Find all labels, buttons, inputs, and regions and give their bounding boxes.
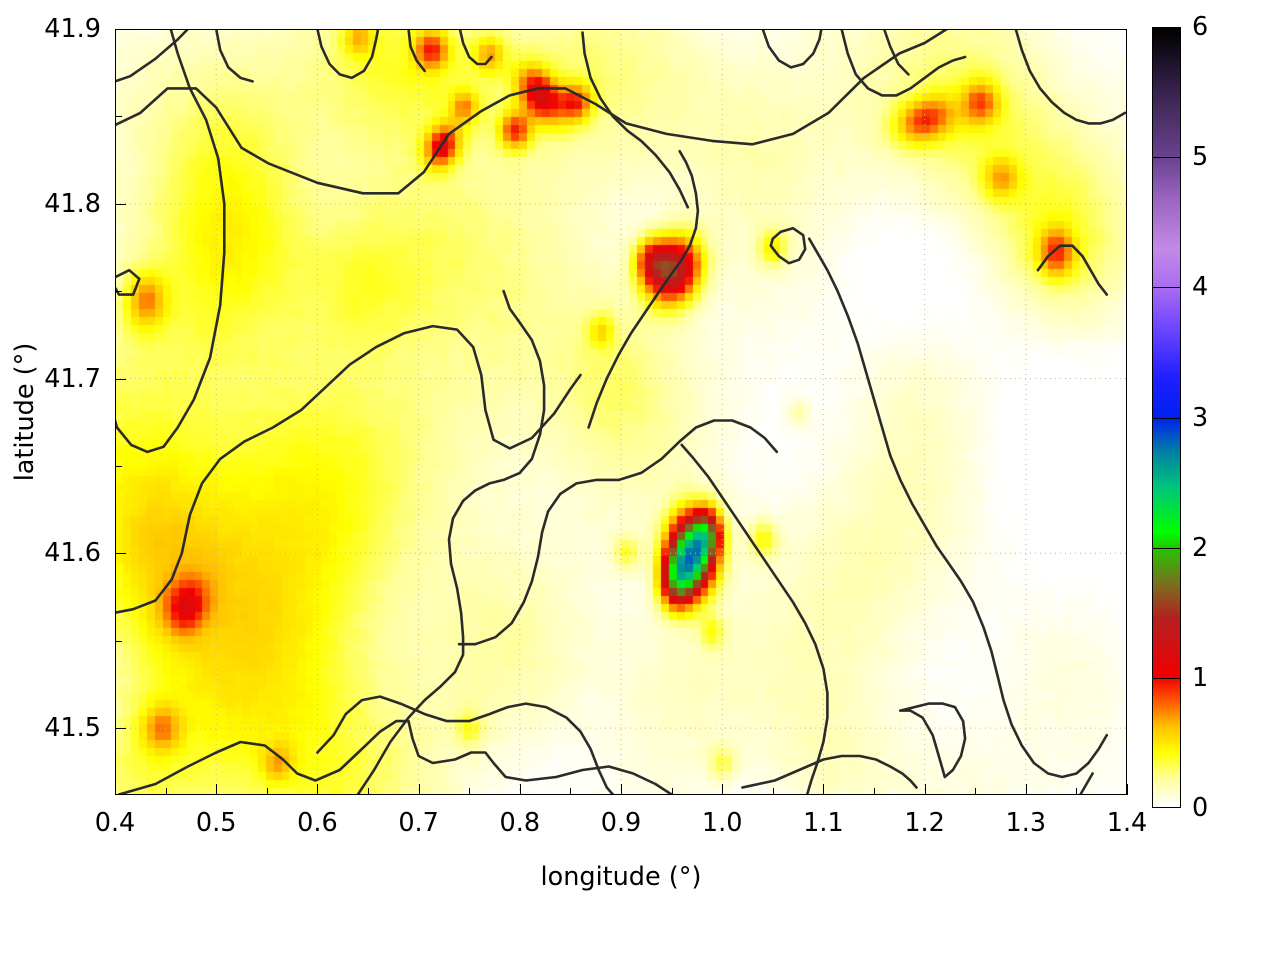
x-tick-major: [418, 784, 420, 795]
x-tick-minor: [469, 788, 471, 795]
y-tick-major: [115, 203, 126, 205]
x-tick-minor: [368, 788, 369, 795]
x-tick-label: 0.8: [499, 808, 541, 838]
x-tick-minor: [1076, 788, 1078, 795]
colorbar-tick-label: 6: [1192, 12, 1209, 42]
y-tick-major: [115, 728, 126, 730]
y-tick-label: 41.8: [44, 188, 101, 219]
x-tick-major: [115, 784, 116, 795]
colorbar-tick-label: 3: [1192, 402, 1209, 433]
x-tick-major: [924, 784, 926, 795]
x-tick-major: [722, 784, 724, 795]
x-tick-label: 0.5: [195, 808, 237, 838]
x-tick-label: 1.2: [904, 808, 945, 838]
y-tick-label: 41.5: [44, 713, 101, 744]
x-tick-label: 0.4: [94, 808, 136, 838]
y-tick-label: 41.7: [44, 363, 101, 394]
y-tick-minor: [115, 116, 122, 118]
x-axis-title: longitude (°): [540, 862, 702, 892]
coastline-contours: [115, 29, 1127, 795]
colorbar-tick-label: 5: [1192, 142, 1209, 173]
heatmap-plot-area: [115, 29, 1127, 795]
y-axis-title: latitude (°): [10, 342, 40, 482]
colorbar-tick: [1152, 547, 1181, 549]
y-tick-minor: [115, 291, 122, 293]
y-tick-label: 41.9: [44, 14, 101, 44]
colorbar-tick: [1152, 287, 1181, 289]
x-tick-label: 0.6: [297, 808, 338, 838]
x-tick-major: [1025, 784, 1027, 795]
x-tick-minor: [671, 788, 673, 795]
y-tick-label: 41.6: [44, 538, 101, 569]
x-tick-label: 1.4: [1106, 808, 1148, 838]
x-tick-major: [823, 784, 825, 795]
colorbar-tick: [1152, 677, 1181, 679]
colorbar-tick: [1152, 417, 1181, 419]
y-tick-major: [115, 29, 126, 30]
x-tick-label: 1.1: [803, 808, 844, 838]
gridlines: [115, 29, 1127, 795]
tke-heatmap-canvas: [115, 29, 1127, 795]
x-tick-major: [216, 784, 218, 795]
colorbar-tick-label: 4: [1192, 272, 1209, 303]
x-tick-major: [621, 784, 622, 795]
x-tick-minor: [570, 788, 572, 795]
x-tick-minor: [165, 788, 167, 795]
x-tick-minor: [975, 788, 977, 795]
colorbar-tick: [1152, 157, 1181, 159]
colorbar-tick-label: 2: [1192, 532, 1209, 563]
x-tick-label: 0.9: [600, 808, 642, 838]
y-tick-minor: [115, 465, 122, 467]
x-tick-major: [1127, 784, 1128, 795]
x-tick-major: [317, 784, 319, 795]
x-tick-label: 1.3: [1005, 808, 1047, 838]
x-tick-label: 1.0: [701, 808, 743, 838]
y-tick-minor: [115, 640, 122, 642]
y-tick-major: [115, 378, 126, 380]
x-tick-label: 0.7: [398, 808, 439, 838]
y-tick-major: [115, 553, 126, 555]
x-tick-minor: [772, 788, 774, 795]
x-tick-minor: [874, 788, 875, 795]
x-tick-major: [519, 784, 521, 795]
colorbar-tick-label: 1: [1192, 662, 1209, 693]
colorbar-tick-label: 0: [1192, 793, 1209, 823]
x-tick-minor: [266, 788, 268, 795]
